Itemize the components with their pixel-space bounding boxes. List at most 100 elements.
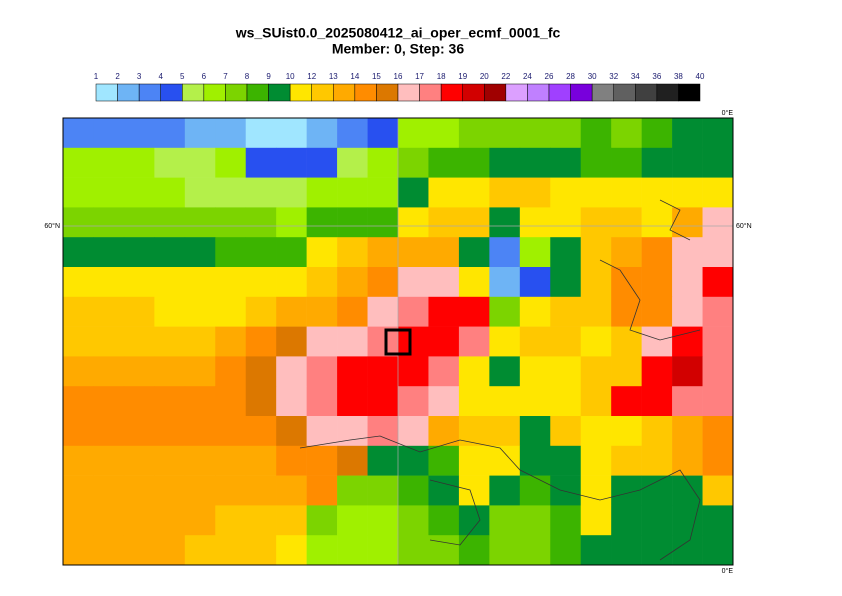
field-cell [276,177,307,208]
field-cell [458,386,490,417]
field-cell [93,177,125,208]
field-cell [398,237,429,268]
field-cell [458,267,490,298]
field-cell [306,207,338,238]
field-cell [215,267,247,298]
field-cell [306,147,338,178]
field-cell [154,296,186,327]
colorbar-box [591,83,614,102]
field-cell [702,445,734,476]
field-cell [398,535,429,566]
field-cell [63,475,94,506]
field-cell [428,445,460,476]
field-cell [367,475,399,506]
field-cell [123,267,155,298]
colorbar-label: 8 [245,72,250,81]
field-cell [702,207,734,238]
field-cell [611,177,642,208]
colorbar-label: 26 [545,72,554,81]
field-cell [367,326,399,357]
field-cell [519,535,551,566]
field-cell [306,118,338,149]
field-cell [672,445,703,476]
field-cell [93,356,125,387]
field-cell [550,296,582,327]
field-cell [245,237,277,268]
field-cell [184,237,216,268]
overlay [62,117,734,566]
field-cell [398,296,429,327]
field-cell [458,207,490,238]
colorbar-label: 5 [180,72,185,81]
field-cell [672,177,703,208]
colorbar-box [311,83,334,102]
field-cell [580,445,612,476]
field-cell [702,475,734,506]
field-cell [306,326,338,357]
field-cell [337,356,368,387]
field-cell [519,416,551,447]
field-cell [398,118,429,149]
field-cell [519,118,551,149]
colorbar-box [268,83,291,102]
field-cell [306,356,338,387]
colorbar-box [527,83,550,102]
colorbar-label: 1 [94,72,99,81]
field-cell [428,505,460,536]
field-cell [337,326,368,357]
field-cell [245,535,277,566]
field-cell [337,535,368,566]
field-cell [63,416,94,447]
field-cell [184,267,216,298]
field-cell [611,445,642,476]
field-cell [154,267,186,298]
field-cell [337,207,368,238]
field-cell [702,237,734,268]
field-cell [123,207,155,238]
field-cell [123,326,155,357]
field-cell [215,475,247,506]
field-cell [184,118,216,149]
field-cell [63,267,94,298]
colorbar-box [570,83,593,102]
field-cell [550,207,582,238]
field-cell [154,177,186,208]
field-cell [367,296,399,327]
field-cell [702,416,734,447]
field-cell [672,505,703,536]
field-cell [215,416,247,447]
field-cell [580,118,612,149]
field-cell [702,535,734,566]
colorbar-box [397,83,420,102]
colorbar-box [246,83,269,102]
field-cell [580,207,612,238]
field-cell [63,445,94,476]
field-cell [245,475,277,506]
field-cell [276,296,307,327]
subtitle: Member: 0, Step: 36 [332,41,464,57]
field-cell [93,147,125,178]
field-cell [702,147,734,178]
field-cell [458,326,490,357]
field-cell [337,386,368,417]
colorbar-label: 6 [202,72,207,81]
field-cell [245,505,277,536]
field-cell [672,207,703,238]
field-cell [550,445,582,476]
colorbar-box [354,83,377,102]
field-cell [550,475,582,506]
field-cell [458,535,490,566]
field-cell [215,177,247,208]
field-cell [580,237,612,268]
field-cell [215,505,247,536]
colorbar-label: 2 [115,72,120,81]
field-cell [641,147,673,178]
field-cell [580,356,612,387]
field-cell [154,207,186,238]
field-cell [519,237,551,268]
field-cell [611,326,642,357]
field-cell [306,386,338,417]
field-cell [672,237,703,268]
field-cell [489,237,521,268]
